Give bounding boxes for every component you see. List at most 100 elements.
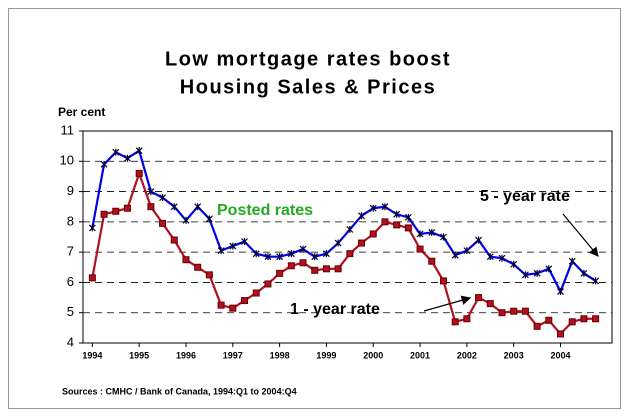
y-tick-label: 11 bbox=[61, 122, 75, 137]
marker bbox=[416, 230, 424, 238]
marker bbox=[217, 247, 225, 255]
y-tick-label: 4 bbox=[67, 334, 74, 349]
marker bbox=[287, 262, 295, 270]
x-tick-label: 2004 bbox=[550, 350, 570, 360]
marker bbox=[264, 280, 272, 288]
y-tick-label: 10 bbox=[60, 153, 74, 168]
marker bbox=[241, 238, 248, 246]
marker bbox=[358, 212, 365, 220]
marker bbox=[217, 301, 225, 309]
marker bbox=[100, 210, 108, 218]
marker bbox=[557, 330, 565, 338]
marker bbox=[287, 250, 295, 258]
marker bbox=[521, 271, 529, 279]
y-axis-label: Per cent bbox=[58, 105, 105, 119]
chart-title: Low mortgage rates boost bbox=[165, 48, 451, 70]
marker bbox=[346, 225, 354, 233]
marker bbox=[404, 224, 412, 232]
marker bbox=[510, 260, 518, 268]
series-label: 5 - year rate bbox=[480, 188, 570, 205]
marker bbox=[358, 239, 366, 247]
marker bbox=[311, 253, 319, 261]
x-tick-label: 2000 bbox=[363, 350, 383, 360]
marker bbox=[276, 269, 284, 277]
marker bbox=[241, 297, 249, 305]
x-tick-label: 1999 bbox=[316, 350, 336, 360]
marker bbox=[264, 253, 272, 261]
marker bbox=[568, 257, 576, 265]
marker bbox=[463, 247, 471, 255]
marker bbox=[299, 245, 307, 253]
chart-title: Housing Sales & Prices bbox=[180, 76, 436, 98]
marker bbox=[463, 315, 471, 323]
marker bbox=[170, 203, 178, 211]
marker bbox=[299, 259, 307, 267]
x-tick-label: 1995 bbox=[129, 350, 149, 360]
marker bbox=[404, 213, 412, 221]
marker bbox=[451, 251, 459, 259]
marker bbox=[147, 188, 155, 196]
marker bbox=[592, 277, 600, 285]
marker bbox=[159, 219, 167, 227]
y-tick-label: 8 bbox=[67, 213, 74, 228]
marker bbox=[393, 210, 401, 218]
marker bbox=[182, 216, 190, 224]
marker bbox=[486, 300, 494, 308]
x-tick-label: 2003 bbox=[504, 350, 524, 360]
marker bbox=[334, 265, 342, 273]
marker bbox=[428, 257, 436, 265]
marker bbox=[276, 253, 284, 261]
marker bbox=[334, 239, 342, 247]
marker bbox=[521, 307, 529, 315]
marker bbox=[135, 147, 143, 155]
marker bbox=[159, 194, 167, 202]
marker bbox=[381, 218, 389, 226]
marker bbox=[381, 203, 389, 211]
marker bbox=[182, 256, 190, 264]
marker bbox=[323, 250, 330, 258]
marker bbox=[124, 154, 131, 162]
source: Sources : CMHC / Bank of Canada, 1994:Q1… bbox=[62, 386, 297, 396]
marker bbox=[533, 322, 541, 330]
marker bbox=[451, 318, 459, 326]
marker bbox=[194, 263, 202, 271]
x-tick-label: 1997 bbox=[223, 350, 243, 360]
marker bbox=[135, 169, 143, 177]
x-tick-label: 2001 bbox=[410, 350, 430, 360]
marker bbox=[112, 148, 120, 156]
y-tick-label: 9 bbox=[67, 183, 74, 198]
series-label: 1 - year rate bbox=[290, 301, 380, 318]
marker bbox=[498, 254, 506, 262]
marker bbox=[346, 250, 354, 258]
marker bbox=[592, 315, 600, 323]
marker bbox=[252, 289, 260, 297]
marker bbox=[545, 316, 553, 324]
marker bbox=[311, 266, 319, 274]
marker bbox=[580, 315, 588, 323]
marker bbox=[88, 274, 96, 282]
marker bbox=[416, 245, 424, 253]
marker bbox=[545, 265, 553, 273]
marker bbox=[100, 160, 108, 168]
marker bbox=[440, 233, 447, 241]
marker bbox=[170, 236, 178, 244]
x-tick-label: 1998 bbox=[270, 350, 290, 360]
y-tick-label: 7 bbox=[67, 244, 74, 259]
marker bbox=[475, 236, 483, 244]
marker bbox=[369, 204, 377, 212]
marker bbox=[475, 294, 483, 302]
marker bbox=[498, 309, 506, 317]
marker bbox=[123, 204, 131, 212]
marker bbox=[557, 288, 564, 296]
marker bbox=[229, 304, 237, 312]
y-tick-label: 5 bbox=[67, 304, 74, 319]
marker bbox=[205, 215, 213, 223]
marker bbox=[205, 271, 213, 279]
marker bbox=[147, 203, 155, 211]
arrow bbox=[423, 295, 472, 312]
marker bbox=[533, 269, 541, 277]
marker bbox=[486, 253, 494, 261]
marker bbox=[322, 265, 330, 273]
arrow bbox=[562, 213, 599, 257]
